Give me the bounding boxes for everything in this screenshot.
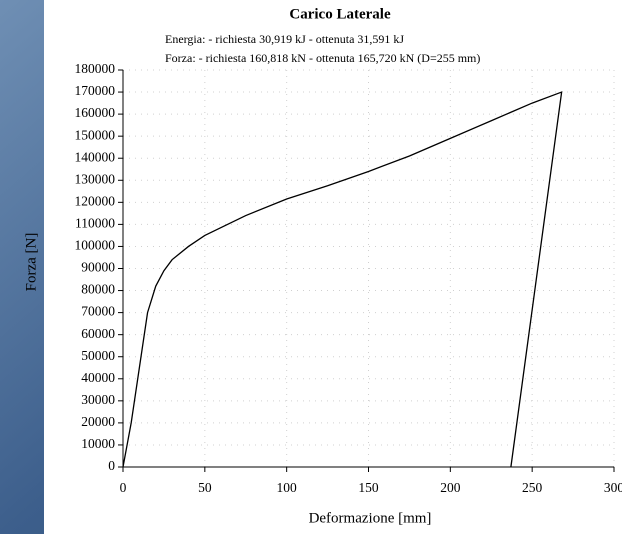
y-axis-label: Forza [N]	[23, 233, 39, 292]
y-tick-label: 30000	[81, 392, 115, 407]
y-tick-label: 50000	[81, 348, 115, 363]
y-tick-label: 10000	[81, 436, 115, 451]
x-tick-label: 200	[440, 480, 461, 495]
subtitle: Forza: - richiesta 160,818 kN - ottenuta…	[165, 51, 480, 65]
y-tick-label: 160000	[75, 105, 116, 120]
y-tick-label: 90000	[81, 260, 115, 275]
x-tick-label: 0	[120, 480, 127, 495]
x-tick-label: 50	[198, 480, 212, 495]
y-tick-label: 80000	[81, 282, 115, 297]
y-tick-label: 70000	[81, 304, 115, 319]
chart-title: Carico Laterale	[289, 6, 391, 22]
x-tick-label: 150	[358, 480, 379, 495]
y-tick-label: 0	[108, 458, 115, 473]
y-tick-label: 170000	[75, 83, 116, 98]
y-tick-label: 140000	[75, 149, 116, 164]
y-tick-label: 100000	[75, 238, 116, 253]
y-tick-label: 180000	[75, 61, 116, 76]
panel	[44, 0, 622, 534]
y-tick-label: 120000	[75, 193, 116, 208]
subtitle: Energia: - richiesta 30,919 kJ - ottenut…	[165, 32, 404, 46]
y-tick-label: 20000	[81, 414, 115, 429]
x-axis-label: Deformazione [mm]	[309, 510, 432, 526]
y-tick-label: 60000	[81, 326, 115, 341]
x-tick-label: 300	[604, 480, 622, 495]
data-line	[122, 91, 563, 468]
y-tick-label: 40000	[81, 370, 115, 385]
y-tick-label: 150000	[75, 127, 116, 142]
x-tick-label: 100	[277, 480, 298, 495]
y-tick-label: 110000	[75, 215, 115, 230]
y-tick-label: 130000	[75, 171, 116, 186]
x-tick-label: 250	[522, 480, 543, 495]
